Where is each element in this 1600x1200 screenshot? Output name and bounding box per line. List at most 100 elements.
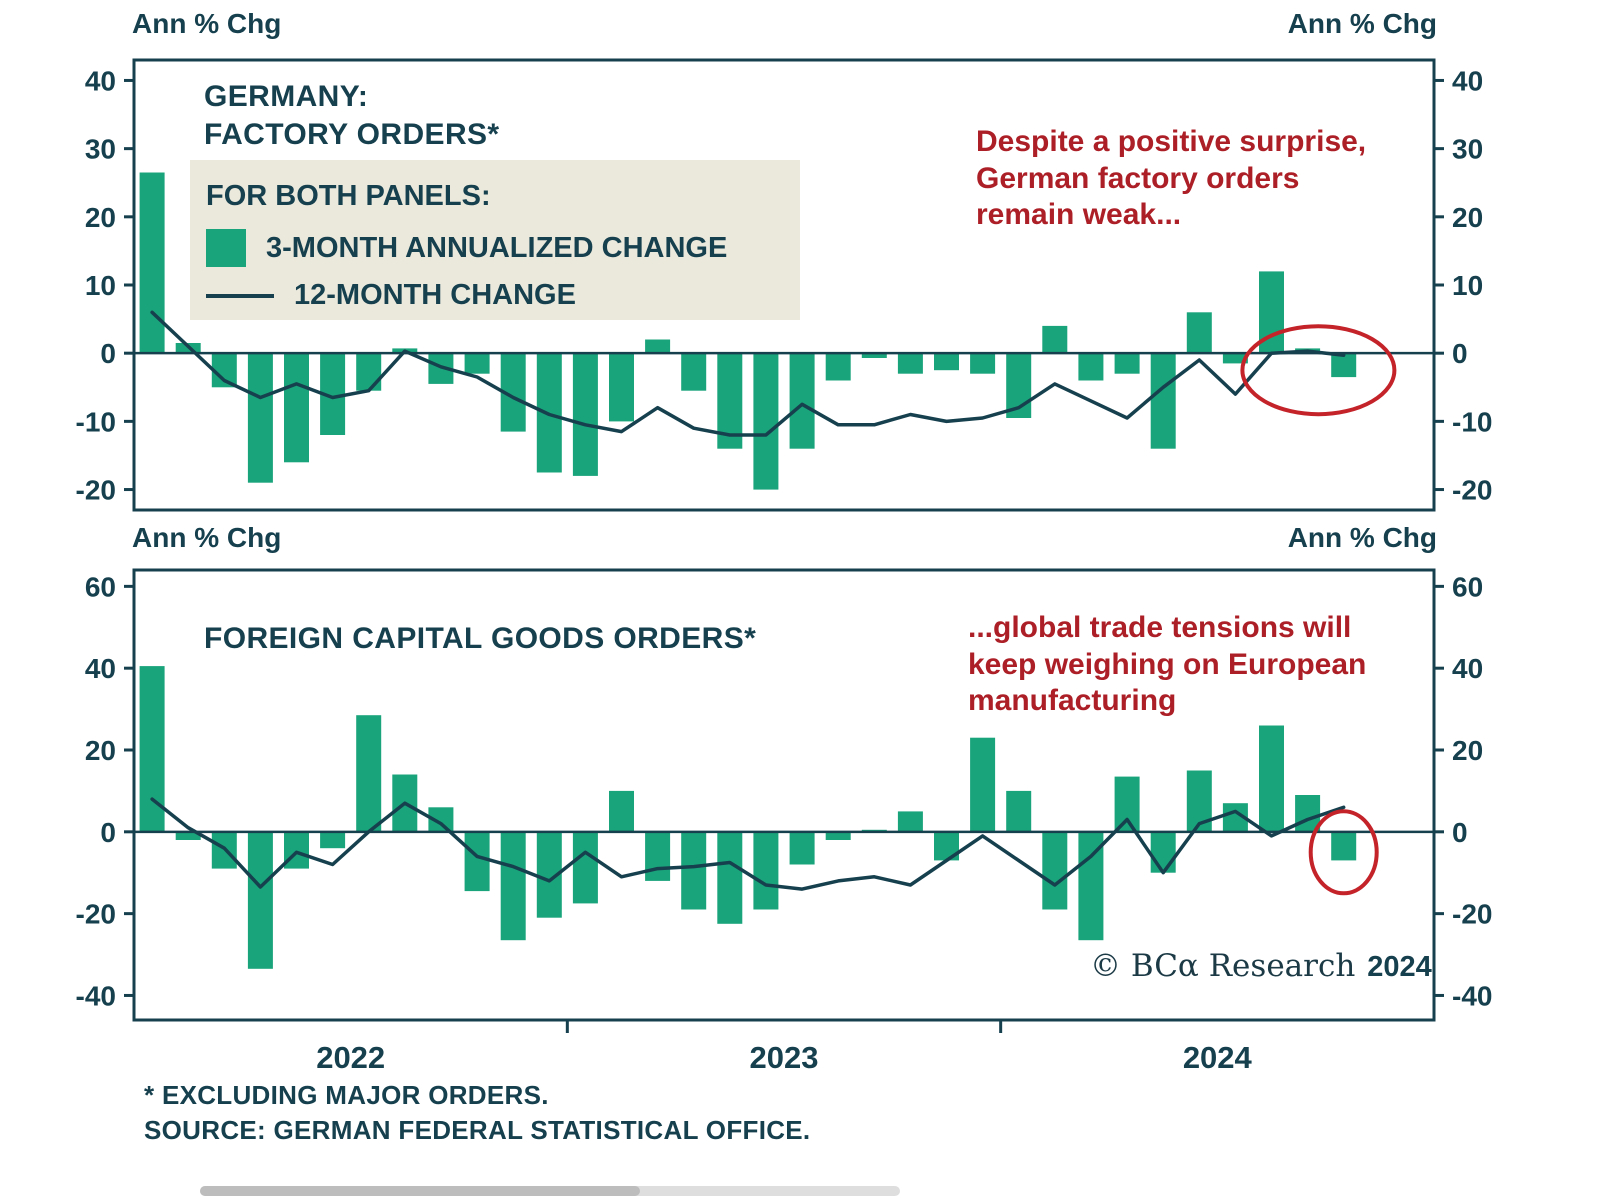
bar-30	[1222, 353, 1248, 364]
bar-4	[284, 353, 309, 463]
y-tick-label-left: 40	[85, 65, 116, 96]
bar-13	[609, 790, 634, 832]
y-tick-label-right: 30	[1452, 134, 1483, 165]
bottom-panel-title: FOREIGN CAPITAL GOODS ORDERS*	[204, 622, 757, 655]
y-tick-label-left: 10	[85, 270, 116, 301]
y-tick-label-right: -20	[1452, 475, 1492, 506]
legend-row-bar: 3-MONTH ANNUALIZED CHANGE	[206, 229, 790, 267]
legend-bar-label: 3-MONTH ANNUALIZED CHANGE	[266, 231, 728, 264]
y-tick-label-left: 20	[85, 202, 116, 233]
y-tick-label-left: -20	[76, 899, 116, 930]
bar-33	[1331, 353, 1357, 378]
y-tick-label-right: 60	[1452, 571, 1483, 602]
x-year-label-2023: 2023	[750, 1040, 819, 1075]
top-panel-title: GERMANY: FACTORY ORDERS*	[204, 78, 500, 153]
y-tick-label-right: 40	[1452, 653, 1483, 684]
bar-18	[789, 353, 815, 449]
bar-29	[1186, 312, 1212, 354]
bar-27	[1114, 353, 1140, 374]
bar-6	[356, 715, 382, 832]
bar-10	[500, 831, 526, 941]
legend-heading: FOR BOTH PANELS:	[206, 180, 491, 212]
y-tick-label-left: 20	[85, 735, 116, 766]
y-tick-label-right: 40	[1452, 65, 1483, 96]
twelve-month-line	[150, 797, 1346, 891]
y-tick-label-left: 40	[85, 653, 116, 684]
y-tick-label-left: 30	[85, 134, 116, 165]
bar-9	[464, 353, 490, 374]
bar-17	[753, 831, 779, 910]
bar-23	[970, 353, 996, 374]
footnote-source: SOURCE: GERMAN FEDERAL STATISTICAL OFFIC…	[144, 1115, 811, 1146]
legend-box: FOR BOTH PANELS: 3-MONTH ANNUALIZED CHAN…	[190, 160, 800, 320]
top-panel-title-line2: FACTORY ORDERS*	[204, 117, 500, 151]
bar-32	[1295, 795, 1321, 832]
y-tick-label-left: -40	[76, 980, 116, 1011]
x-year-label-2022: 2022	[316, 1040, 385, 1075]
scrollbar-thumb[interactable]	[200, 1186, 640, 1196]
y-tick-label-right: 0	[1452, 817, 1468, 848]
bar-24	[1006, 790, 1032, 832]
bar-14	[645, 339, 671, 354]
bca-research-credit: © BCα Research 2024	[1090, 948, 1432, 984]
bar-9	[464, 831, 490, 892]
y-tick-label-right: 20	[1452, 735, 1483, 766]
footnote-excluding-major-orders: * EXCLUDING MAJOR ORDERS.	[144, 1080, 549, 1110]
bar-15	[681, 831, 707, 910]
bar-27	[1114, 776, 1140, 832]
bar-31	[1259, 725, 1284, 832]
y-tick-label-left: 0	[100, 338, 116, 369]
axis-unit-label-top-left: Ann % Chg	[132, 8, 282, 39]
bar-18	[789, 831, 815, 865]
y-tick-label-right: 0	[1452, 338, 1468, 369]
y-tick-label-right: 20	[1452, 202, 1483, 233]
axis-unit-label-bottom-left: Ann % Chg	[132, 522, 282, 553]
y-tick-label-left: -10	[76, 406, 116, 437]
bar-26	[1078, 353, 1104, 381]
axis-unit-label-top-right: Ann % Chg	[1287, 8, 1437, 39]
bar-28	[1150, 831, 1176, 873]
footnotes: * EXCLUDING MAJOR ORDERS. SOURCE: GERMAN…	[144, 1078, 810, 1148]
bar-12	[572, 353, 598, 476]
bar-3	[247, 353, 273, 483]
top-panel-annotation: Despite a positive surprise, German fact…	[976, 125, 1367, 232]
highlight-circle	[1308, 809, 1379, 896]
bar-28	[1150, 353, 1176, 449]
bar-14	[645, 831, 671, 881]
y-tick-label-left: -20	[76, 475, 116, 506]
y-tick-label-right: -10	[1452, 406, 1492, 437]
bar-25	[1042, 831, 1068, 910]
panel-1: -40 -40 -20 -20 0 0 20 20 40 40 60 60 2022 2023 2024	[76, 568, 1492, 1075]
bar-1	[175, 831, 201, 840]
legend-row-line: 12-MONTH CHANGE	[206, 279, 790, 312]
axis-unit-label-bottom-right: Ann % Chg	[1287, 522, 1437, 553]
horizontal-scrollbar[interactable]	[200, 1186, 900, 1196]
y-tick-label-right: -20	[1452, 899, 1492, 930]
bar-16	[717, 831, 743, 924]
legend-line-label: 12-MONTH CHANGE	[294, 279, 576, 311]
bar-22	[934, 353, 959, 371]
highlight-circle	[1240, 324, 1397, 417]
bar-6	[356, 353, 382, 391]
bar-0	[139, 172, 165, 354]
plot-frame	[132, 568, 1436, 1022]
panel-0: -20 -20 -10 -10 0 0 10 10 20 20 30 30 40 40	[76, 58, 1492, 512]
bar-33	[1331, 831, 1357, 861]
top-panel-title-line1: GERMANY:	[204, 80, 369, 113]
twelve-month-line	[150, 310, 1346, 437]
y-tick-label-left: 0	[100, 817, 116, 848]
y-tick-label-right: -40	[1452, 980, 1492, 1011]
x-year-label-2024: 2024	[1183, 1040, 1253, 1075]
bar-23	[970, 737, 996, 832]
bar-25	[1042, 325, 1068, 354]
bar-19	[825, 831, 851, 840]
bar-15	[681, 353, 707, 391]
bar-17	[753, 353, 779, 490]
y-tick-label-left: 60	[85, 571, 116, 602]
y-tick-label-right: 10	[1452, 270, 1483, 301]
bar-21	[897, 811, 923, 832]
bar-20	[861, 353, 887, 358]
bar-3	[247, 831, 273, 969]
